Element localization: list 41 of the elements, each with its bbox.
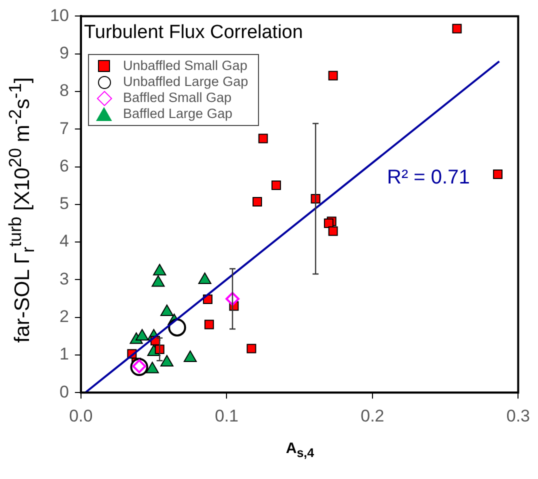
point [146, 362, 159, 374]
legend-label: Baffled Small Gap [123, 90, 232, 106]
x-tick-label: 0.3 [506, 406, 530, 426]
y-tick-label: 1 [59, 344, 69, 364]
point [493, 170, 503, 180]
point [136, 329, 149, 341]
y-tick-label: 10 [50, 6, 69, 25]
point [160, 304, 174, 316]
point [152, 275, 165, 287]
point [252, 197, 262, 207]
point [328, 226, 338, 236]
annotation: R² = 0.71 [387, 166, 470, 189]
point [328, 70, 338, 80]
chart-title: Turbulent Flux Correlation [84, 22, 303, 44]
point [198, 272, 212, 284]
x-tick-label: 0.0 [69, 406, 93, 426]
point [160, 354, 174, 366]
point [184, 350, 197, 362]
point [153, 264, 166, 276]
x-tick-label: 0.1 [214, 406, 238, 426]
x-tick-label: 0.2 [360, 406, 384, 426]
point [246, 344, 256, 354]
point [324, 218, 334, 228]
point [258, 134, 268, 144]
point [271, 180, 281, 190]
y-tick-label: 5 [59, 194, 69, 214]
y-tick-label: 4 [59, 232, 69, 251]
legend-label: Baffled Large Gap [123, 106, 232, 122]
y-tick-label: 0 [59, 382, 69, 402]
y-tick-label: 8 [59, 81, 69, 100]
point [204, 320, 214, 330]
legend-label: Unbaffled Small Gap [123, 58, 248, 74]
y-tick-label: 2 [59, 307, 69, 326]
y-tick-label: 3 [59, 269, 69, 288]
x-axis-title: A$_{s,4}$ [286, 440, 314, 460]
y-tick-label: 6 [59, 156, 69, 176]
point [168, 318, 186, 336]
point [452, 24, 462, 34]
legend-label: Unbaffled Large Gap [123, 74, 248, 90]
y-tick-label: 7 [59, 118, 69, 138]
y-tick-label: 9 [59, 44, 69, 63]
